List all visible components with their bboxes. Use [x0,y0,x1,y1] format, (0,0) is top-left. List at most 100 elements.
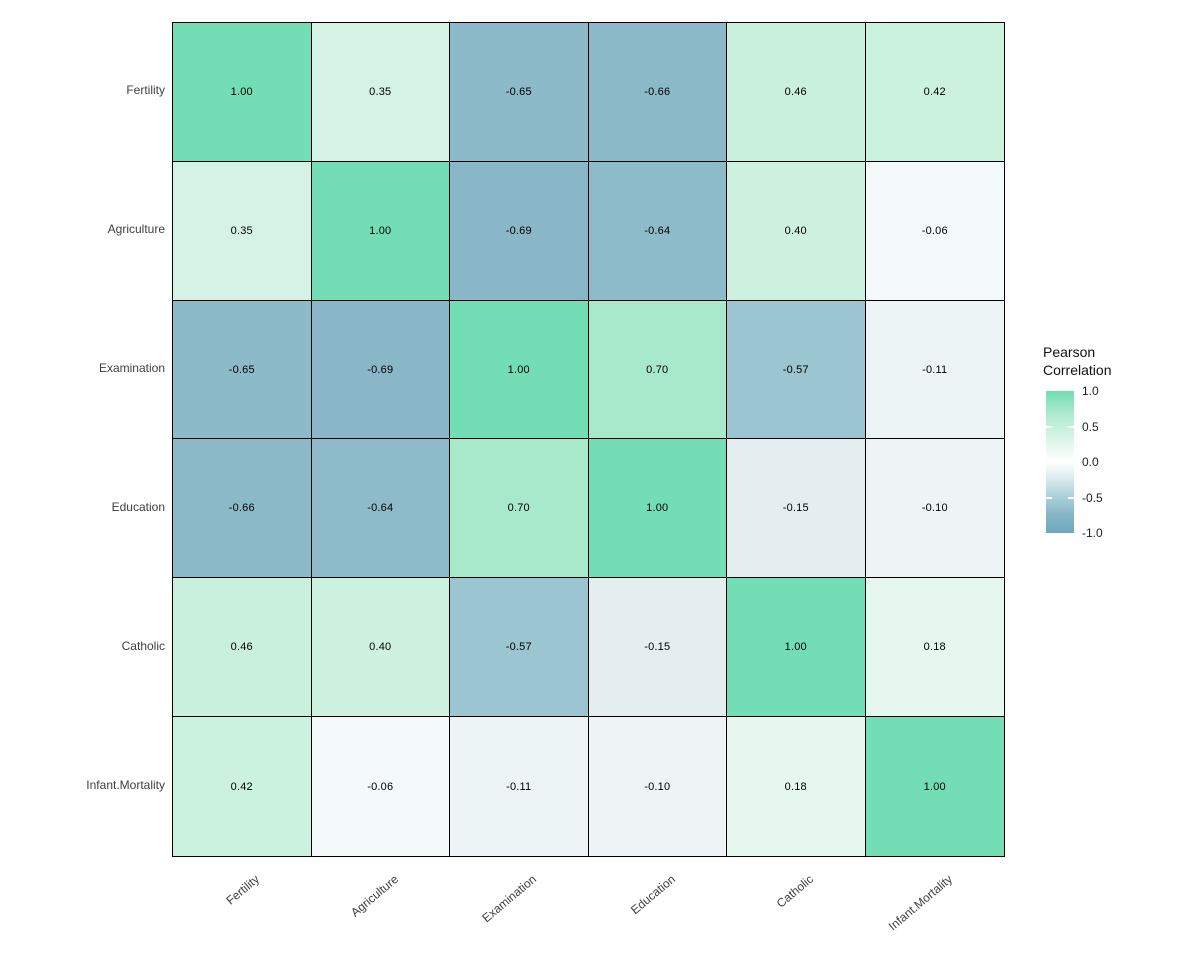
cell-value: 0.46 [784,85,807,98]
y-axis-label: Education [111,499,165,514]
heatmap-cell: -0.57 [727,300,866,440]
x-axis-label: Education [627,872,678,918]
cell-value: -0.66 [644,85,671,98]
heatmap-cell: 0.35 [311,23,450,162]
legend-tick-mark [1046,425,1052,428]
cell-value: -0.11 [922,363,948,376]
heatmap-cell: -0.10 [865,439,1004,579]
heatmap-cell: -0.11 [450,717,589,856]
heatmap-cell: 1.00 [727,578,866,718]
cell-value: -0.57 [505,641,532,654]
heatmap-grid: 1.00 0.35 -0.65 -0.66 0.46 0.42 0.35 1.00 -0.69 -… [172,22,1005,857]
heatmap-cell: -0.11 [865,300,1004,440]
cell-value: -0.69 [505,224,532,237]
heatmap-cell: -0.06 [311,717,450,856]
x-axis-label: Catholic [774,872,817,911]
heatmap-cell: 1.00 [450,300,589,440]
cell-value: 0.46 [230,641,253,654]
cell-value: -0.65 [505,85,532,98]
heatmap-cell: 0.18 [727,717,866,856]
x-axis-label: Agriculture [347,872,401,920]
y-axis-label: Agriculture [107,222,165,237]
heatmap-cell: 0.40 [727,161,866,301]
legend-title-line: Pearson [1043,344,1096,360]
heatmap-cell: -0.65 [173,300,312,440]
cell-value: 0.18 [923,641,946,654]
x-axis-label: Examination [479,872,540,926]
cell-value: -0.06 [367,780,394,793]
legend-tick-label: 0.0 [1082,455,1099,469]
cell-value: 0.35 [369,85,392,98]
cell-value: 0.35 [230,224,253,237]
legend-title-line: Correlation [1043,362,1112,378]
cell-value: -0.64 [644,224,671,237]
heatmap-cell: -0.64 [588,161,727,301]
legend-tick-label: 1.0 [1082,384,1099,398]
heatmap-cell: 0.18 [865,578,1004,718]
cell-value: 0.42 [230,780,253,793]
y-axis-label: Catholic [121,638,165,653]
cell-value: -0.10 [644,780,671,793]
heatmap-cell: 0.35 [173,161,312,301]
legend-tick-mark [1068,425,1074,428]
heatmap-cell: 0.70 [588,300,727,440]
legend-tick-mark [1046,461,1052,463]
cell-value: -0.69 [367,363,394,376]
heatmap-cell: 0.46 [173,578,312,718]
cell-value: 0.42 [923,85,946,98]
cell-value: 0.40 [369,641,392,654]
legend-tick-mark [1068,461,1074,463]
cell-value: -0.65 [228,363,255,376]
y-axis-label: Examination [98,361,165,376]
legend-tick-label: 0.5 [1082,419,1099,434]
cell-value: -0.66 [228,502,255,515]
legend-tick-label: -0.5 [1082,490,1103,505]
heatmap-cell: -0.15 [588,578,727,718]
cell-value: -0.10 [921,502,948,515]
legend-tick-mark [1046,496,1052,499]
y-axis-label: Infant.Mortality [86,777,165,792]
cell-value: -0.11 [506,780,532,793]
cell-value: -0.15 [782,502,809,515]
heatmap-cell: -0.66 [588,23,727,162]
heatmap-cell: -0.06 [865,161,1004,301]
heatmap-cell: 1.00 [588,439,727,579]
heatmap-cell: 0.46 [727,23,866,162]
heatmap-cell: 1.00 [865,717,1004,856]
legend-title: Pearson Correlation [1043,343,1111,379]
legend-tick-mark [1068,496,1074,499]
cell-value: 0.70 [646,363,669,376]
cell-value: 1.00 [369,224,392,237]
cell-value: 1.00 [646,502,669,515]
cell-value: -0.64 [367,502,394,515]
cell-value: 1.00 [784,641,807,654]
cell-value: 0.70 [507,502,530,515]
heatmap-cell: -0.69 [311,300,450,440]
x-axis-label: Infant.Mortality [885,872,955,934]
heatmap-cell: -0.65 [450,23,589,162]
heatmap-cell: -0.66 [173,439,312,579]
heatmap-cell: 1.00 [173,23,312,162]
cell-value: 1.00 [923,780,946,793]
cell-value: 1.00 [507,363,530,376]
heatmap-cell: 1.00 [311,161,450,301]
heatmap-cell: -0.15 [727,439,866,579]
heatmap-cell: -0.10 [588,717,727,856]
cell-value: 0.40 [784,224,807,237]
x-axis-label: Fertility [223,872,263,908]
cell-value: -0.06 [921,224,948,237]
cell-value: -0.15 [644,641,671,654]
cell-value: -0.57 [782,363,809,376]
y-axis-label: Fertility [126,83,165,98]
heatmap-cell: -0.57 [450,578,589,718]
heatmap-cell: -0.64 [311,439,450,579]
heatmap-cell: 0.42 [173,717,312,856]
cell-value: 0.18 [784,780,807,793]
legend-tick-label: -1.0 [1082,526,1103,540]
heatmap-cell: -0.69 [450,161,589,301]
heatmap-cell: 0.40 [311,578,450,718]
heatmap-cell: 0.42 [865,23,1004,162]
heatmap-cell: 0.70 [450,439,589,579]
cell-value: 1.00 [230,85,253,98]
